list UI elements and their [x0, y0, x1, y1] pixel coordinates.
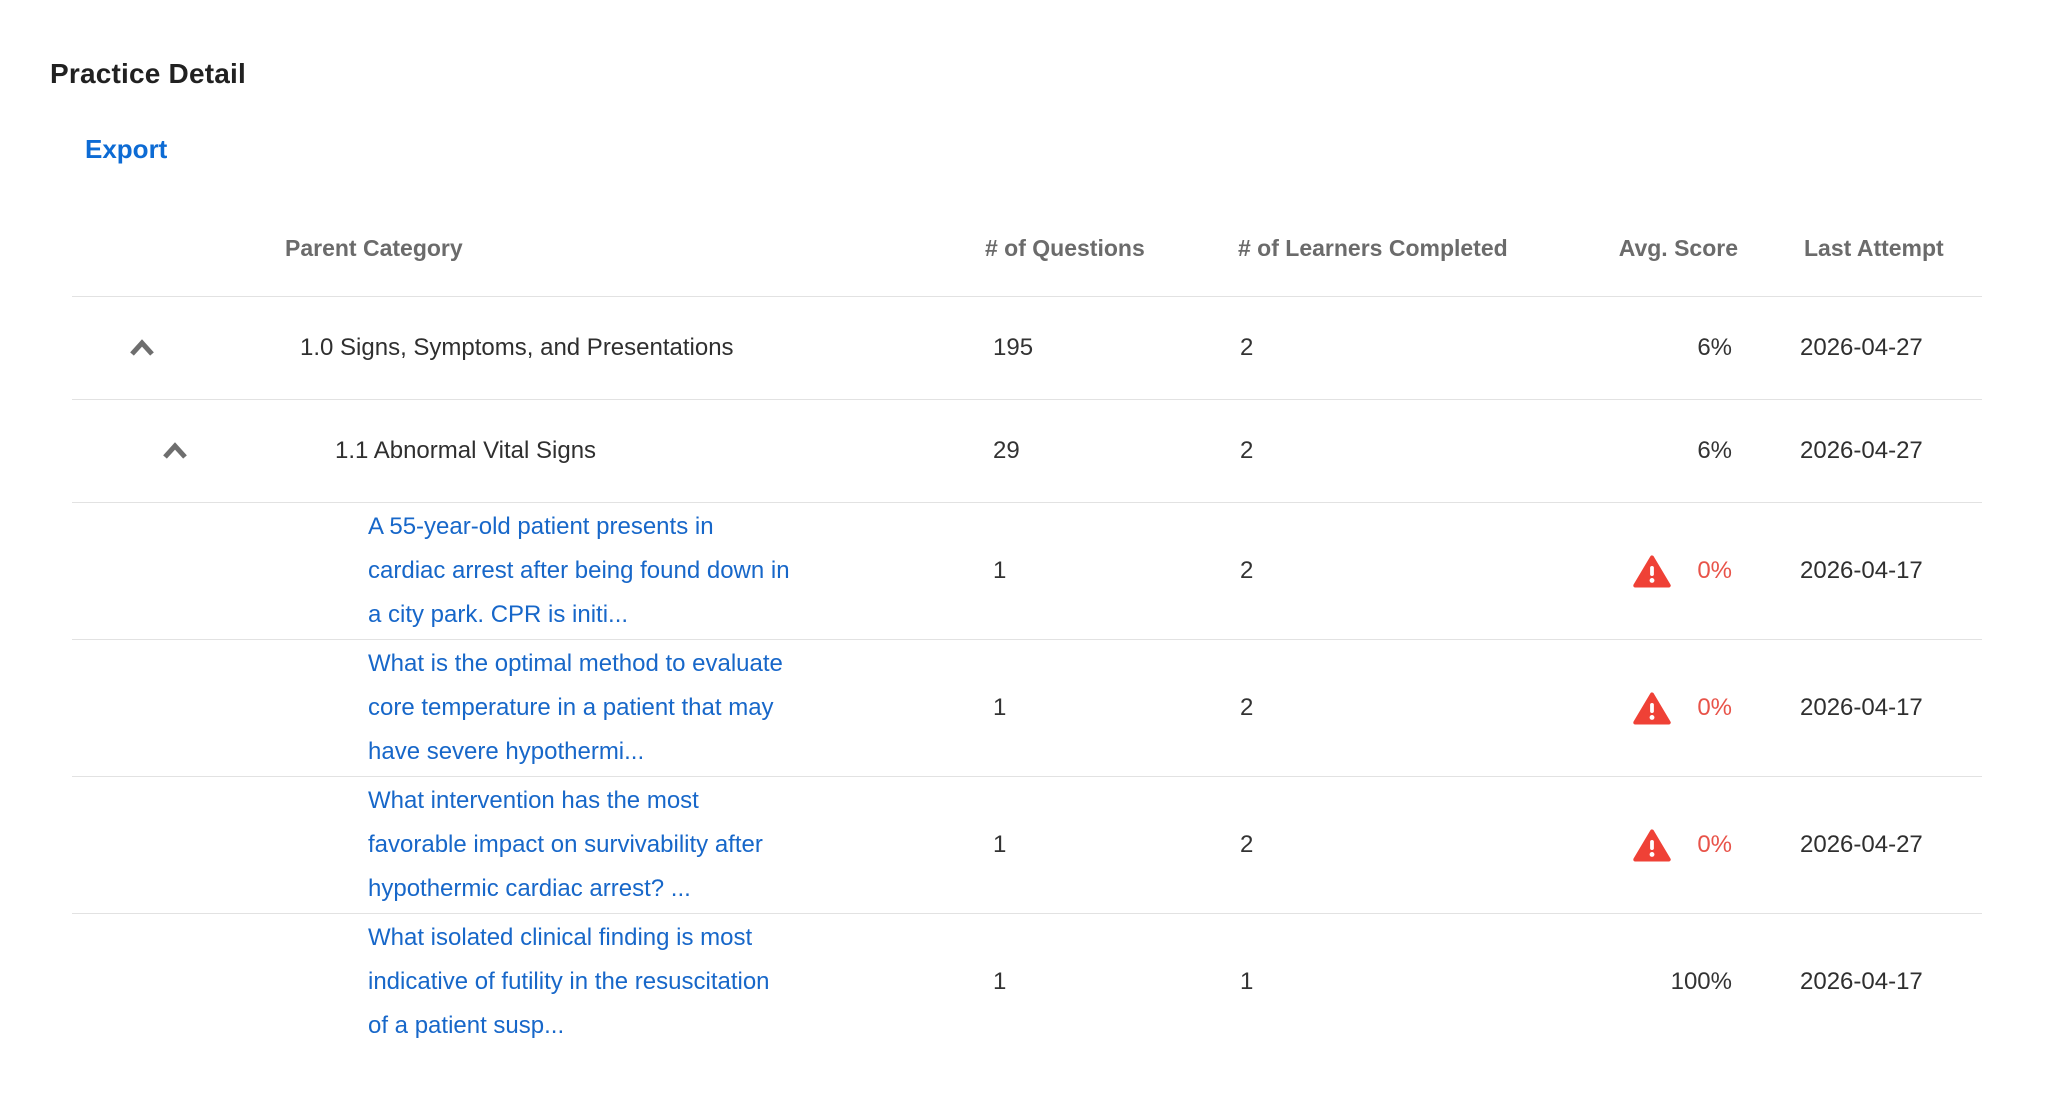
questions-count: 1 — [993, 968, 1007, 995]
learners-count: 2 — [1240, 557, 1254, 584]
learners-count: 2 — [1240, 694, 1254, 721]
avg-score: 6% — [1697, 437, 1732, 464]
table-row-category: 1.0 Signs, Symptoms, and Presentations 1… — [72, 297, 1982, 400]
table-row-question: What isolated clinical finding is most i… — [72, 914, 1982, 1050]
avg-score-cell: 6% — [1610, 437, 1742, 465]
questions-count: 195 — [993, 334, 1034, 361]
export-button[interactable]: Export — [85, 134, 168, 164]
practice-detail-table: Parent Category # of Questions # of Lear… — [72, 165, 1982, 1050]
chevron-up-icon — [130, 339, 154, 356]
last-attempt-date: 2026-04-17 — [1800, 968, 1923, 995]
avg-score-cell: 0% — [1610, 691, 1742, 725]
question-link[interactable]: What isolated clinical finding is most i… — [368, 924, 770, 1039]
learners-count: 2 — [1240, 437, 1254, 464]
avg-score-cell: 100% — [1610, 968, 1742, 996]
last-attempt-date: 2026-04-17 — [1800, 557, 1923, 584]
category-label: 1.0 Signs, Symptoms, and Presentations — [300, 334, 734, 361]
last-attempt-date: 2026-04-17 — [1800, 694, 1923, 721]
questions-count: 29 — [993, 437, 1020, 464]
learners-count: 2 — [1240, 831, 1254, 858]
chevron-up-icon — [163, 442, 187, 459]
page-title: Practice Detail — [50, 58, 246, 89]
avg-score-cell: 0% — [1610, 828, 1742, 862]
questions-count: 1 — [993, 831, 1007, 858]
question-link[interactable]: A 55-year-old patient presents in cardia… — [368, 513, 790, 628]
col-header-last-attempt: Last Attempt — [1804, 235, 1944, 261]
table-row-question: A 55-year-old patient presents in cardia… — [72, 503, 1982, 640]
col-header-avg-score: Avg. Score — [1618, 235, 1738, 261]
col-header-num-questions: # of Questions — [985, 235, 1145, 261]
learners-count: 2 — [1240, 334, 1254, 361]
question-link[interactable]: What is the optimal method to evaluate c… — [368, 650, 783, 765]
last-attempt-date: 2026-04-27 — [1800, 334, 1923, 361]
warning-triangle-icon — [1633, 691, 1672, 725]
question-link[interactable]: What intervention has the most favorable… — [368, 787, 763, 902]
questions-count: 1 — [993, 557, 1007, 584]
col-header-parent-category: Parent Category — [285, 235, 463, 261]
collapse-button[interactable] — [156, 436, 194, 466]
table-header: Parent Category # of Questions # of Lear… — [72, 165, 1982, 297]
avg-score: 6% — [1697, 334, 1732, 361]
avg-score: 100% — [1670, 968, 1732, 995]
avg-score-cell: 0% — [1610, 554, 1742, 588]
table-row-question: What is the optimal method to evaluate c… — [72, 640, 1982, 777]
col-header-num-learners-completed: # of Learners Completed — [1238, 235, 1508, 261]
avg-score: 0% — [1697, 831, 1732, 858]
learners-count: 1 — [1240, 968, 1254, 995]
questions-count: 1 — [993, 694, 1007, 721]
avg-score-cell: 6% — [1610, 334, 1742, 362]
table-row-question: What intervention has the most favorable… — [72, 777, 1982, 914]
category-label: 1.1 Abnormal Vital Signs — [335, 437, 597, 464]
last-attempt-date: 2026-04-27 — [1800, 831, 1923, 858]
last-attempt-date: 2026-04-27 — [1800, 437, 1923, 464]
avg-score: 0% — [1697, 694, 1732, 721]
avg-score: 0% — [1697, 557, 1732, 584]
table-row-category: 1.1 Abnormal Vital Signs 29 2 6% 2026-04… — [72, 400, 1982, 503]
warning-triangle-icon — [1633, 828, 1672, 862]
warning-triangle-icon — [1633, 554, 1672, 588]
collapse-button[interactable] — [123, 333, 161, 363]
